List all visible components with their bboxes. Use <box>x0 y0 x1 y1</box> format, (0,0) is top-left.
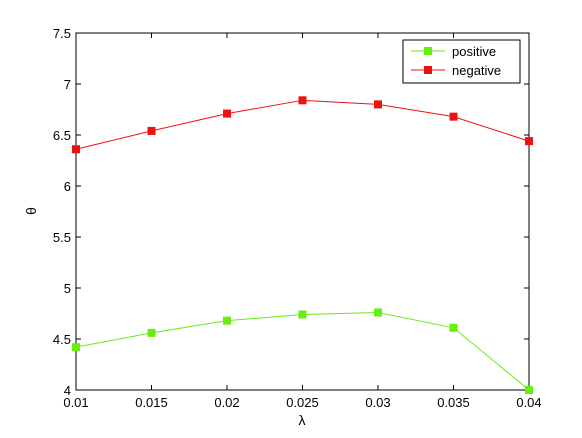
data-point-positive <box>147 328 156 337</box>
x-tick-label: 0.025 <box>286 395 319 410</box>
y-tick-label: 5.5 <box>53 230 71 245</box>
data-point-negative <box>147 126 156 135</box>
y-tick-label: 4 <box>64 383 71 398</box>
y-tick-label: 6.5 <box>53 128 71 143</box>
data-point-negative <box>298 96 307 105</box>
legend: positive negative <box>402 39 521 84</box>
series-layer <box>72 96 533 394</box>
data-point-negative <box>525 137 533 146</box>
y-tick-label: 7 <box>64 77 71 92</box>
y-tick-label: 7.5 <box>53 26 71 41</box>
data-point-negative <box>374 100 382 109</box>
data-point-positive <box>72 343 80 352</box>
x-tick-label: 0.02 <box>214 395 239 410</box>
legend-box <box>402 39 521 84</box>
data-point-negative <box>223 109 231 118</box>
x-tick-label: 0.03 <box>365 395 390 410</box>
legend-label-positive: positive <box>452 44 496 59</box>
legend-label-negative: negative <box>452 63 501 78</box>
y-tick-label: 5 <box>64 281 71 296</box>
y-tick-label: 6 <box>64 179 71 194</box>
y-tick-label: 4.5 <box>53 332 71 347</box>
y-axis: 4 4.5 5 5.5 6 6.5 7 7.5 <box>53 26 529 398</box>
plot-area <box>75 32 530 391</box>
x-tick-label: 0.015 <box>135 395 168 410</box>
data-point-negative <box>449 112 458 121</box>
y-axis-label: θ <box>23 207 39 215</box>
x-tick-label: 0.035 <box>437 395 470 410</box>
x-axis: 0.01 0.015 0.02 0.025 0.03 0.035 0.04 <box>63 33 542 410</box>
data-point-positive <box>223 316 231 325</box>
data-point-negative <box>72 145 80 154</box>
x-axis-label: λ <box>299 412 306 428</box>
data-point-positive <box>298 310 307 319</box>
legend-marker-positive <box>424 47 432 55</box>
x-tick-label: 0.01 <box>63 395 88 410</box>
x-tick-label: 0.04 <box>516 395 541 410</box>
data-point-positive <box>449 323 458 332</box>
legend-marker-negative <box>424 66 432 74</box>
data-point-positive <box>374 308 382 317</box>
data-point-positive <box>525 386 533 394</box>
